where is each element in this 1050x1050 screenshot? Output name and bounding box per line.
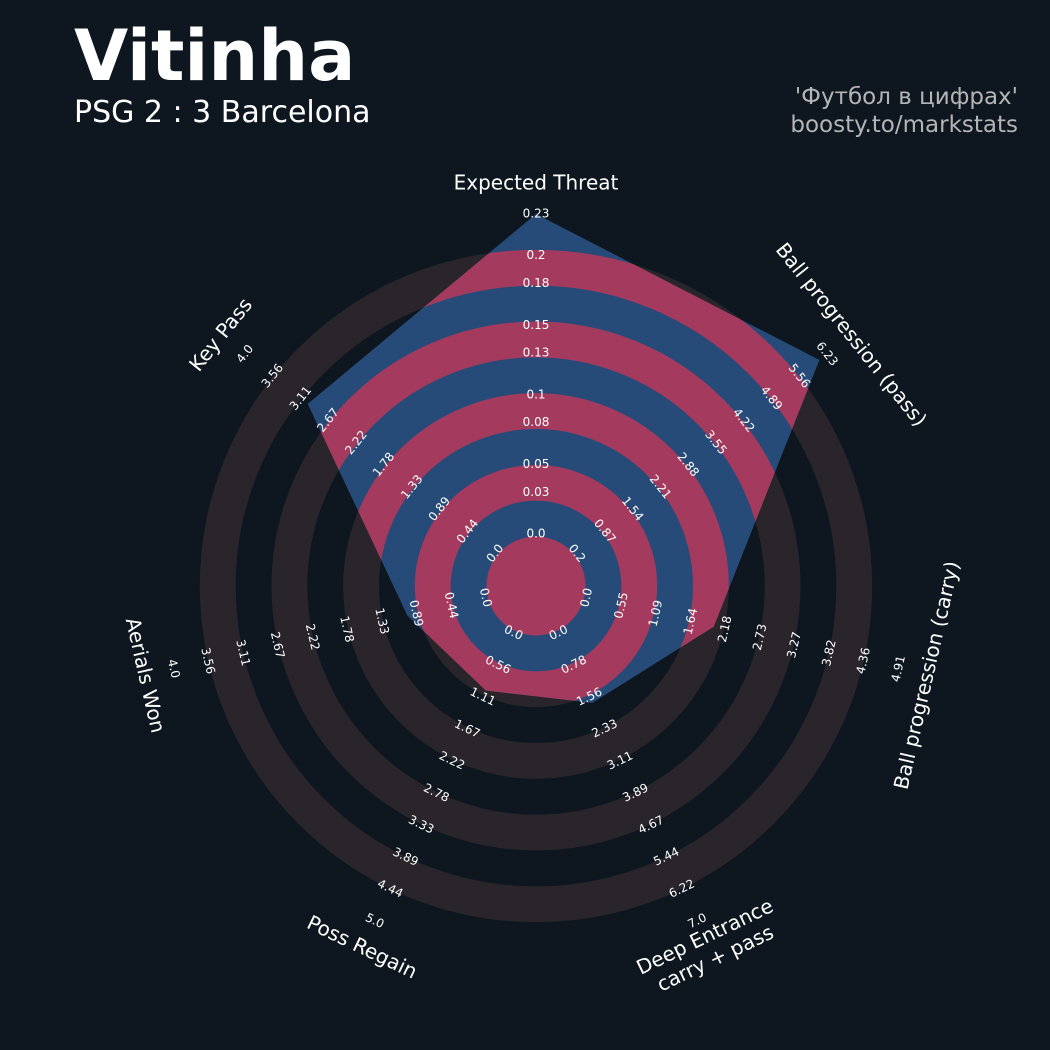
tick-label: 3.27 bbox=[784, 630, 804, 659]
tick-label: 0.0 bbox=[526, 527, 545, 541]
tick-label: 4.0 bbox=[233, 342, 256, 366]
tick-label: 1.09 bbox=[646, 599, 666, 628]
tick-label: 0.08 bbox=[523, 415, 550, 429]
tick-label: 2.73 bbox=[750, 623, 770, 652]
ring bbox=[414, 464, 658, 703]
credit: 'Футбол в цифрах' bbox=[795, 84, 1018, 110]
tick-label: 0.2 bbox=[526, 248, 545, 262]
tick-label: 0.15 bbox=[523, 318, 550, 332]
tick-label: 0.05 bbox=[523, 457, 550, 471]
param-label: Deep Entrancecarry + pass bbox=[632, 893, 787, 1001]
param-label: Poss Regain bbox=[303, 910, 421, 983]
tick-label: 0.23 bbox=[523, 207, 550, 221]
tick-label: 0.13 bbox=[523, 346, 550, 360]
tick-label: 5.0 bbox=[363, 910, 386, 931]
param-label: Expected Threat bbox=[454, 171, 619, 195]
tick-label: 0.89 bbox=[407, 599, 427, 628]
param-label: Aerials Won bbox=[121, 615, 171, 735]
tick-label: 1.78 bbox=[337, 615, 357, 644]
tick-label: 1.33 bbox=[372, 607, 392, 636]
tick-label: 1.64 bbox=[681, 607, 701, 636]
credit: boosty.to/markstats bbox=[790, 112, 1018, 138]
param-label: Key Pass bbox=[184, 293, 257, 376]
tick-label: 4.0 bbox=[165, 658, 183, 680]
tick-label: 0.0 bbox=[577, 587, 595, 609]
tick-label: 4.36 bbox=[853, 646, 873, 675]
tick-label: 3.82 bbox=[819, 638, 839, 667]
ring bbox=[486, 536, 586, 636]
tick-label: 2.67 bbox=[268, 630, 288, 659]
tick-label: 2.22 bbox=[303, 622, 323, 651]
tick-label: 0.44 bbox=[442, 591, 462, 620]
tick-label: 2.18 bbox=[715, 615, 735, 644]
tick-label: 3.11 bbox=[233, 638, 253, 667]
chart-subtitle: PSG 2 : 3 Barcelona bbox=[74, 95, 370, 130]
tick-label: 0.1 bbox=[526, 387, 545, 401]
tick-label: 0.55 bbox=[611, 591, 631, 620]
ring bbox=[307, 249, 820, 703]
tick-label: 0.0 bbox=[477, 587, 495, 609]
tick-label: 4.91 bbox=[888, 654, 908, 683]
tick-label: 0.03 bbox=[523, 485, 550, 499]
tick-label: 0.18 bbox=[523, 276, 550, 290]
tick-label: 3.56 bbox=[198, 646, 218, 675]
chart-title: Vitinha bbox=[74, 15, 355, 97]
